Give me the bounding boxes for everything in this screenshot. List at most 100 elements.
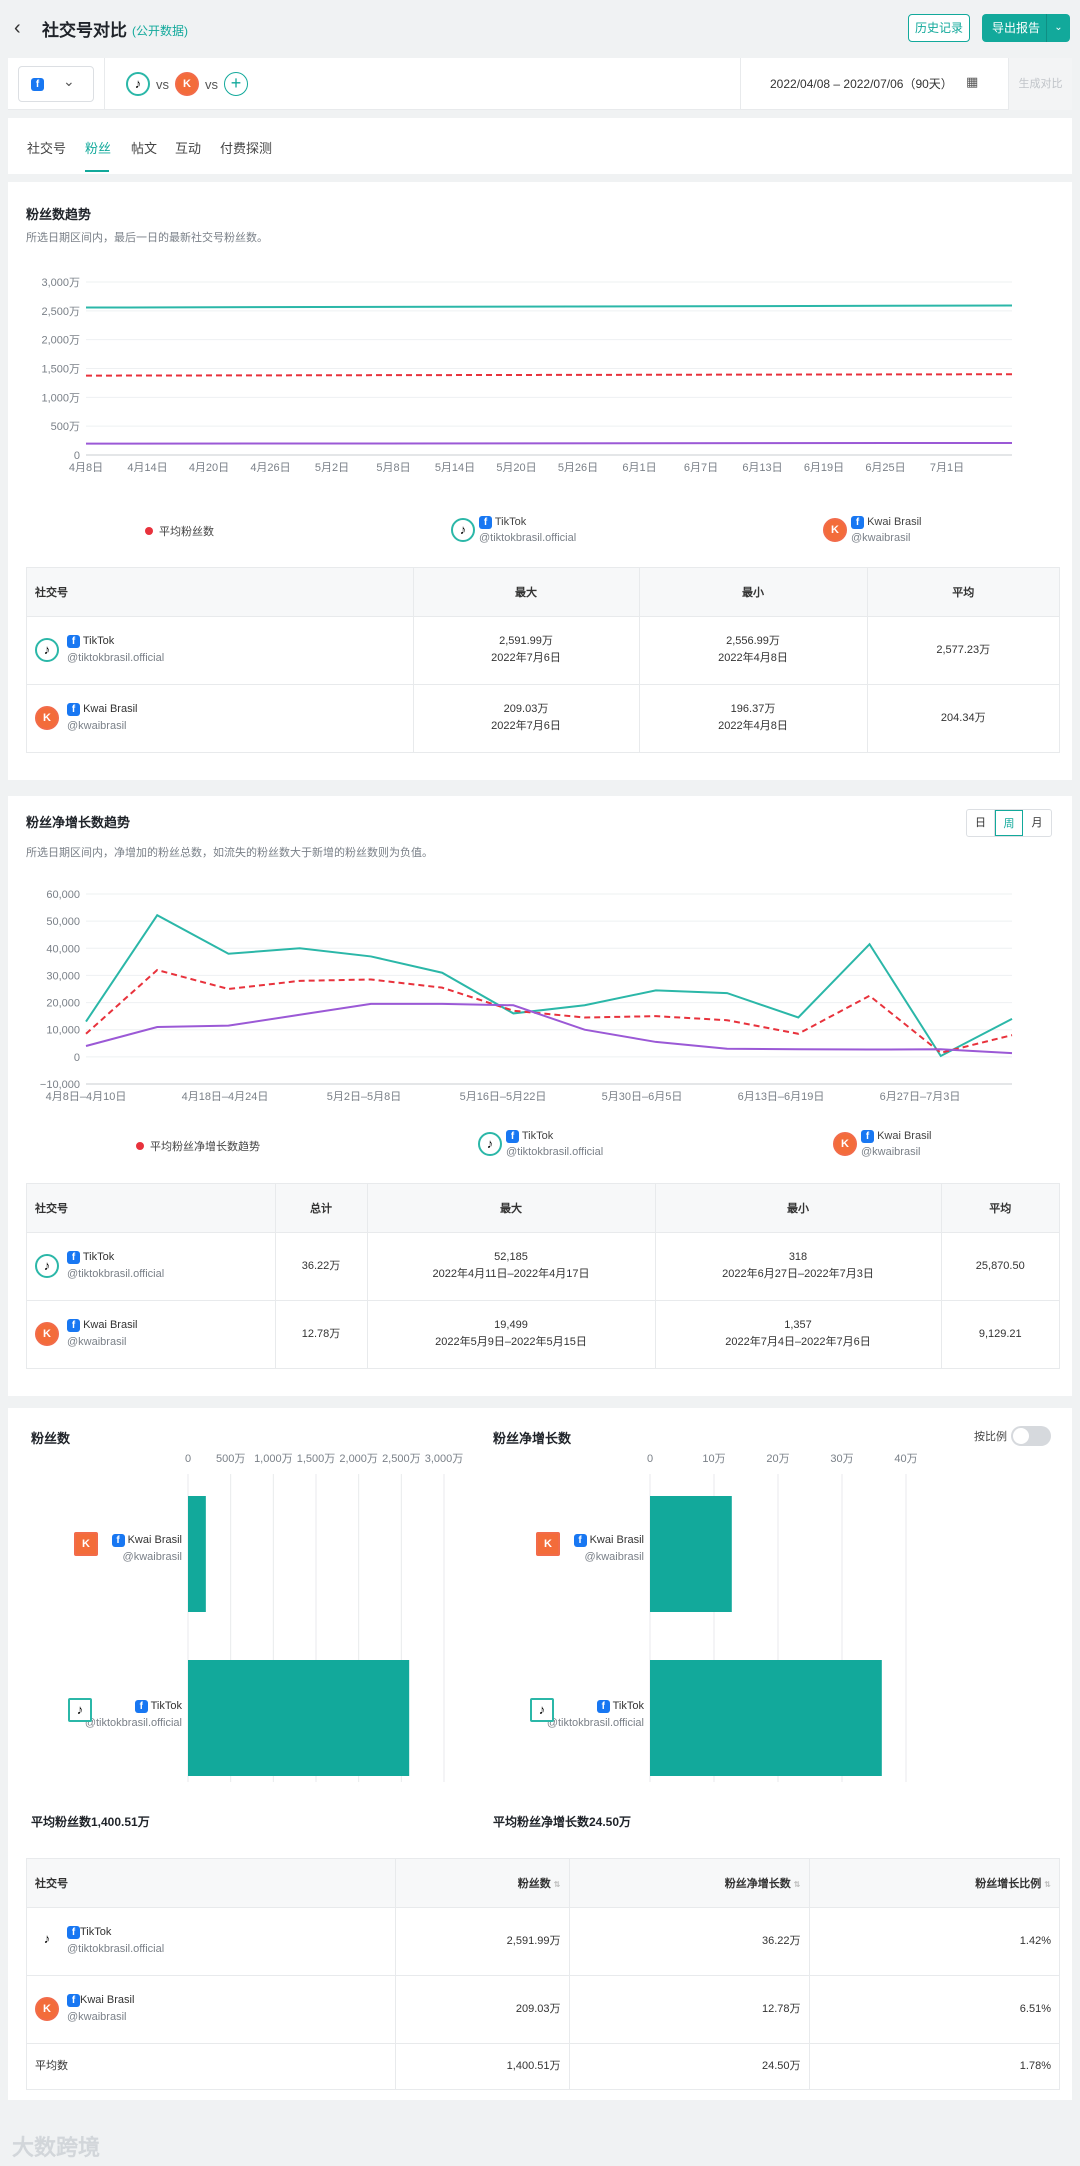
section-title: 粉丝净增长数	[493, 1431, 572, 1446]
chevron-down-icon: ⌄	[63, 73, 75, 89]
tiktok-avatar-icon: ♪	[451, 518, 475, 542]
chevron-down-icon[interactable]: ⌄	[1046, 14, 1070, 42]
facebook-icon: f	[31, 78, 44, 91]
account-compare-list: ♪ vs K vs +	[126, 72, 248, 96]
x-tick-label: 6月13日	[742, 462, 782, 472]
bar-tiktok	[188, 1660, 410, 1776]
tiktok-avatar-icon[interactable]: ♪	[126, 72, 150, 96]
avg-value: 2,577.23万	[867, 616, 1059, 685]
bar-label-kwai: K f Kwai Brasil @kwaibrasil	[38, 1532, 182, 1566]
calendar-icon[interactable]: ▦	[966, 74, 979, 89]
back-arrow-icon[interactable]: ‹	[14, 17, 21, 39]
y-tick-label: 30,000	[46, 970, 80, 982]
col-header: 最小	[639, 568, 868, 617]
col-header: 最小	[655, 1184, 942, 1233]
col-header-sortable[interactable]: 粉丝净增长数 ⇅	[569, 1859, 810, 1908]
tiktok-avatar-icon: ♪	[478, 1132, 502, 1156]
tab-bar: 社交号 粉丝 帖文 互动 付费探测	[8, 118, 1072, 174]
ratio-value: 1.78%	[1019, 2059, 1051, 2072]
series-line-tiktok	[85, 913, 1013, 1058]
legend-dot	[145, 527, 153, 535]
sort-icon[interactable]: ⇅	[1044, 1879, 1051, 1889]
add-account-icon[interactable]: +	[224, 72, 248, 96]
x-tick-label: 3,000万	[425, 1453, 464, 1465]
bar-account-handle: @tiktokbrasil.official	[84, 1717, 182, 1729]
date-range[interactable]: 2022/04/08 – 2022/07/06（90天）	[770, 77, 953, 91]
ratio-value: 6.51%	[809, 1975, 1059, 2044]
x-tick-label: 7月1日	[930, 462, 964, 472]
bar-account-name: Kwai Brasil	[589, 1534, 644, 1546]
avg-row-label: 平均数	[27, 2043, 396, 2089]
max-date: 2022年5月9日–2022年5月15日	[435, 1336, 587, 1349]
legend-avg[interactable]: 平均粉丝净增长数趋势	[136, 1138, 260, 1154]
legend-name: Kwai Brasil	[867, 516, 922, 528]
tiktok-avatar-icon: ♪	[35, 1929, 59, 1953]
x-tick-label: 4月26日	[250, 462, 290, 472]
legend-kwai[interactable]: K f Kwai Brasil @kwaibrasil	[833, 1128, 931, 1160]
max-date: 2022年4月11日–2022年4月17日	[432, 1268, 590, 1280]
ratio-toggle[interactable]	[1011, 1426, 1051, 1446]
followers-bar-chart: 0 500万 1,000万 1,500万 2,000万 2,500万 3,000万	[185, 1453, 464, 1782]
growth-value: 36.22万	[569, 1907, 810, 1976]
tab-posts[interactable]: 帖文	[131, 141, 158, 156]
max-value: 52,185	[494, 1251, 528, 1263]
tiktok-avatar-icon: ♪	[35, 638, 59, 662]
x-tick-label: 6月13日–6月19日	[738, 1091, 825, 1101]
facebook-icon: f	[851, 516, 864, 529]
legend-name: Kwai Brasil	[877, 1130, 932, 1142]
legend-avg[interactable]: 平均粉丝数	[145, 523, 214, 539]
legend-tiktok[interactable]: ♪ f TikTok @tiktokbrasil.official	[478, 1128, 603, 1160]
sort-icon[interactable]: ⇅	[793, 1879, 801, 1889]
period-week[interactable]: 周	[995, 810, 1023, 836]
divider	[104, 58, 105, 110]
series-line-kwai	[85, 1002, 1013, 1055]
y-tick-label: −10,000	[40, 1079, 80, 1091]
summary-table: 社交号 粉丝数 ⇅ 粉丝净增长数 ⇅ 粉丝增长比例 ⇅ ♪ f TikTok @tiktok…	[26, 1858, 1060, 2090]
tab-accounts[interactable]: 社交号	[27, 141, 67, 156]
followers-value: 209.03万	[395, 1975, 570, 2044]
followers-trend-card: 粉丝数趋势 所选日期区间内，最后一日的最新社交号粉丝数。 3,000万 2,500…	[8, 182, 1072, 780]
facebook-icon: f	[573, 1534, 587, 1547]
bar-account-name: TikTok	[150, 1700, 182, 1712]
x-tick-label: 20万	[766, 1453, 789, 1465]
legend-tiktok[interactable]: ♪ f TikTok @tiktokbrasil.official	[451, 514, 576, 546]
tab-followers[interactable]: 粉丝	[85, 141, 112, 156]
legend-handle: @tiktokbrasil.official	[506, 1146, 604, 1158]
sort-icon[interactable]: ⇅	[553, 1879, 561, 1889]
x-tick-label: 4月8日	[69, 462, 103, 472]
x-tick-label: 6月25日	[865, 462, 905, 472]
x-tick-label: 40万	[894, 1453, 917, 1465]
export-report-button[interactable]: 导出报告 ⌄	[982, 14, 1070, 42]
col-header-sortable[interactable]: 粉丝数 ⇅	[395, 1859, 570, 1908]
tiktok-avatar-icon: ♪	[35, 1254, 59, 1278]
y-tick-label: 60,000	[46, 889, 80, 901]
x-tick-label: 1,500万	[297, 1453, 336, 1465]
bar-kwai	[650, 1496, 732, 1612]
x-tick-label: 5月2日–5月8日	[327, 1091, 402, 1101]
facebook-icon: f	[67, 1926, 80, 1939]
col-header-sortable[interactable]: 粉丝增长比例 ⇅	[809, 1859, 1059, 1908]
bar-account-handle: @tiktokbrasil.official	[546, 1717, 644, 1729]
legend-label: 平均粉丝数	[159, 526, 214, 538]
history-button[interactable]: 历史记录	[908, 14, 970, 42]
account-handle: @tiktokbrasil.official	[67, 652, 165, 664]
section-description: 所选日期区间内，净增加的粉丝总数，如流失的粉丝数大于新增的粉丝数则为负值。	[26, 847, 433, 859]
x-tick-label: 0	[647, 1453, 653, 1465]
facebook-icon: f	[861, 1130, 874, 1143]
tab-paid-detection[interactable]: 付费探测	[220, 141, 273, 156]
kwai-avatar-icon[interactable]: K	[175, 72, 199, 96]
generate-compare-button[interactable]: 生成对比	[1008, 58, 1072, 110]
period-month[interactable]: 月	[1031, 817, 1043, 829]
col-header: 社交号	[27, 568, 414, 617]
x-tick-label: 5月30日–6月5日	[602, 1091, 683, 1101]
facebook-icon: f	[67, 1319, 80, 1333]
period-day[interactable]: 日	[967, 810, 995, 836]
tab-interaction[interactable]: 互动	[175, 141, 202, 156]
y-tick-label: 10,000	[46, 1025, 80, 1037]
platform-select[interactable]: f ⌄	[18, 66, 94, 102]
x-tick-label: 4月8日–4月10日	[46, 1091, 127, 1101]
bar-tiktok	[650, 1660, 882, 1776]
legend-kwai[interactable]: K f Kwai Brasil @kwaibrasil	[823, 514, 921, 546]
max-value: 2,591.99万	[499, 635, 553, 647]
